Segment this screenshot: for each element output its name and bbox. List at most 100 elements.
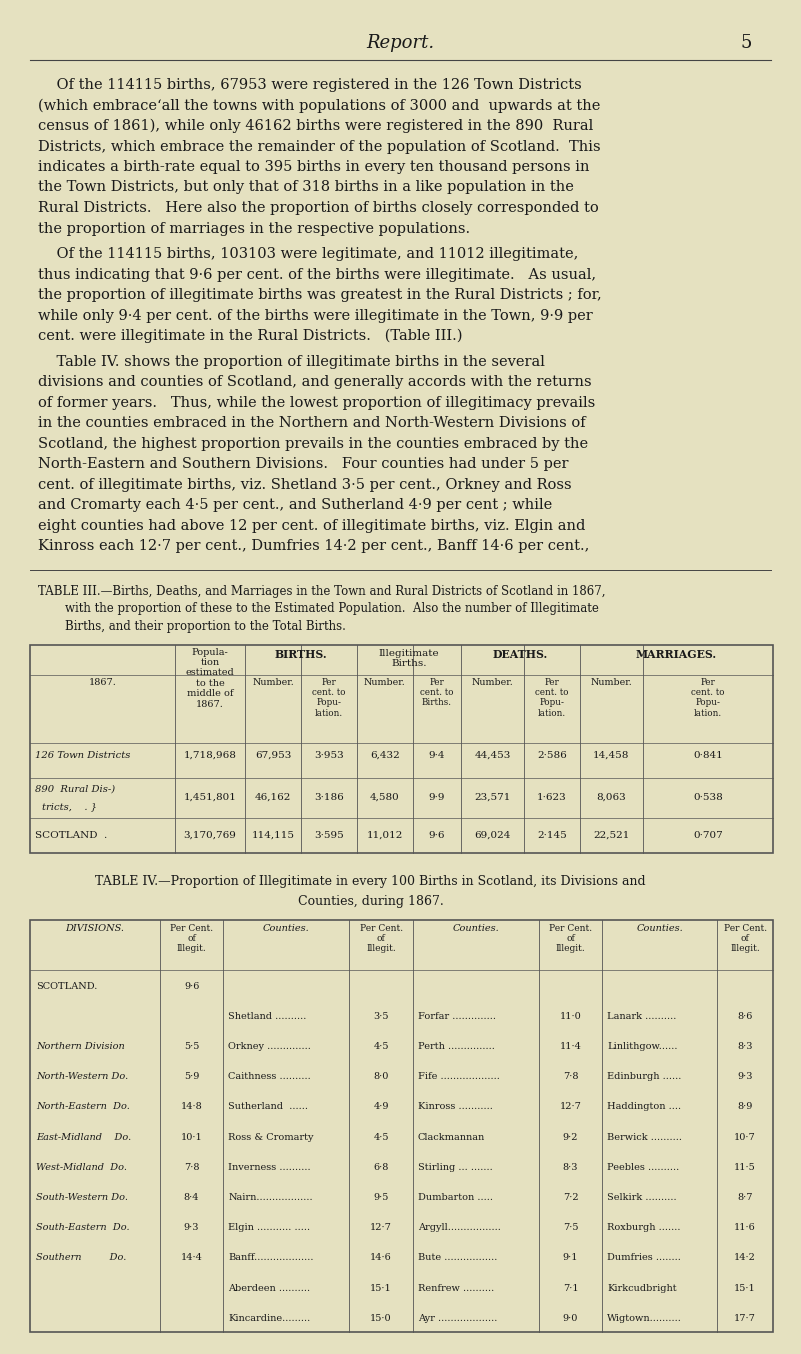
Text: Rural Districts.   Here also the proportion of births closely corresponded to: Rural Districts. Here also the proportio…: [38, 200, 599, 215]
Text: West-Midland  Do.: West-Midland Do.: [36, 1163, 127, 1171]
Text: Dumbarton .....: Dumbarton .....: [417, 1193, 493, 1202]
Text: 14·4: 14·4: [181, 1254, 203, 1262]
Text: 2·145: 2·145: [537, 830, 567, 839]
Text: SCOTLAND  .: SCOTLAND .: [35, 830, 107, 839]
Text: 8·3: 8·3: [563, 1163, 578, 1171]
Text: Wigtown..........: Wigtown..........: [607, 1313, 682, 1323]
Text: Per
cent. to
Births.: Per cent. to Births.: [420, 677, 453, 707]
Text: Kinross each 12·7 per cent., Dumfries 14·2 per cent., Banff 14·6 per cent.,: Kinross each 12·7 per cent., Dumfries 14…: [38, 539, 590, 552]
Text: 9·1: 9·1: [563, 1254, 578, 1262]
Text: Fife ...................: Fife ...................: [417, 1072, 500, 1082]
Text: 69,024: 69,024: [474, 830, 511, 839]
Text: Counties.: Counties.: [453, 923, 499, 933]
Text: Districts, which embrace the remainder of the population of Scotland.  This: Districts, which embrace the remainder o…: [38, 139, 601, 153]
Text: 9·3: 9·3: [184, 1223, 199, 1232]
Text: 12·7: 12·7: [560, 1102, 582, 1112]
Text: Forfar ..............: Forfar ..............: [417, 1011, 496, 1021]
Text: Kinross ...........: Kinross ...........: [417, 1102, 493, 1112]
Text: 0·538: 0·538: [693, 793, 723, 802]
Text: 14,458: 14,458: [594, 750, 630, 760]
Text: Caithness ..........: Caithness ..........: [228, 1072, 311, 1082]
Text: Per
cent. to
Popu-
lation.: Per cent. to Popu- lation.: [312, 677, 346, 718]
Text: Number.: Number.: [252, 677, 294, 686]
Text: Banff...................: Banff...................: [228, 1254, 314, 1262]
Text: Scotland, the highest proportion prevails in the counties embraced by the: Scotland, the highest proportion prevail…: [38, 436, 588, 451]
Text: 3,170,769: 3,170,769: [183, 830, 236, 839]
Text: 7·8: 7·8: [563, 1072, 578, 1082]
Text: 8·3: 8·3: [738, 1043, 753, 1051]
Text: 9·6: 9·6: [184, 982, 199, 991]
Text: Roxburgh .......: Roxburgh .......: [607, 1223, 681, 1232]
Text: 0·707: 0·707: [693, 830, 723, 839]
Text: Southern         Do.: Southern Do.: [36, 1254, 127, 1262]
Text: 10·1: 10·1: [181, 1133, 203, 1141]
Text: DIVISIONS.: DIVISIONS.: [66, 923, 124, 933]
Text: 22,521: 22,521: [594, 830, 630, 839]
Text: 1,718,968: 1,718,968: [183, 750, 236, 760]
Text: Births, and their proportion to the Total Births.: Births, and their proportion to the Tota…: [65, 620, 346, 632]
Text: Kincardine.........: Kincardine.........: [228, 1313, 311, 1323]
Text: South-Western Do.: South-Western Do.: [36, 1193, 128, 1202]
Text: 10·7: 10·7: [735, 1133, 756, 1141]
Text: Of the 114115 births, 67953 were registered in the 126 Town Districts: Of the 114115 births, 67953 were registe…: [38, 79, 582, 92]
Text: Perth ...............: Perth ...............: [417, 1043, 494, 1051]
Bar: [30, 919, 773, 1332]
Text: North-Eastern and Southern Divisions.   Four counties had under 5 per: North-Eastern and Southern Divisions. Fo…: [38, 458, 569, 471]
Text: Haddington ....: Haddington ....: [607, 1102, 681, 1112]
Text: 8·4: 8·4: [184, 1193, 199, 1202]
Text: 5: 5: [740, 34, 751, 51]
Text: Clackmannan: Clackmannan: [417, 1133, 485, 1141]
Text: cent. of illegitimate births, viz. Shetland 3·5 per cent., Orkney and Ross: cent. of illegitimate births, viz. Shetl…: [38, 478, 572, 492]
Text: Argyll.................: Argyll.................: [417, 1223, 501, 1232]
Text: 15·0: 15·0: [370, 1313, 392, 1323]
Text: 23,571: 23,571: [474, 793, 511, 802]
Text: and Cromarty each 4·5 per cent., and Sutherland 4·9 per cent ; while: and Cromarty each 4·5 per cent., and Sut…: [38, 498, 552, 512]
Text: 9·2: 9·2: [563, 1133, 578, 1141]
Text: Aberdeen ..........: Aberdeen ..........: [228, 1284, 310, 1293]
Text: 4·9: 4·9: [373, 1102, 388, 1112]
Text: 7·1: 7·1: [563, 1284, 578, 1293]
Text: 8·9: 8·9: [738, 1102, 753, 1112]
Text: North-Eastern  Do.: North-Eastern Do.: [36, 1102, 130, 1112]
Text: Linlithgow......: Linlithgow......: [607, 1043, 678, 1051]
Text: 11·5: 11·5: [735, 1163, 756, 1171]
Text: 4,580: 4,580: [370, 793, 400, 802]
Text: 4·5: 4·5: [373, 1043, 388, 1051]
Text: 3·953: 3·953: [314, 750, 344, 760]
Text: Number.: Number.: [590, 677, 632, 686]
Text: 15·1: 15·1: [735, 1284, 756, 1293]
Text: while only 9·4 per cent. of the births were illegitimate in the Town, 9·9 per: while only 9·4 per cent. of the births w…: [38, 309, 593, 322]
Text: Sutherland  ......: Sutherland ......: [228, 1102, 308, 1112]
Text: Inverness ..........: Inverness ..........: [228, 1163, 311, 1171]
Text: 1,451,801: 1,451,801: [183, 793, 236, 802]
Text: North-Western Do.: North-Western Do.: [36, 1072, 128, 1082]
Text: of former years.   Thus, while the lowest proportion of illegitimacy prevails: of former years. Thus, while the lowest …: [38, 395, 595, 409]
Text: Lanark ..........: Lanark ..........: [607, 1011, 677, 1021]
Text: Per Cent.
of
Illegit.: Per Cent. of Illegit.: [360, 923, 403, 953]
Text: Popula-
tion
estimated
to the
middle of
1867.: Popula- tion estimated to the middle of …: [186, 647, 235, 708]
Text: 8·6: 8·6: [738, 1011, 753, 1021]
Text: cent. were illegitimate in the Rural Districts.   (Table III.): cent. were illegitimate in the Rural Dis…: [38, 329, 462, 344]
Text: 9·5: 9·5: [373, 1193, 388, 1202]
Text: 14·8: 14·8: [181, 1102, 203, 1112]
Text: Edinburgh ......: Edinburgh ......: [607, 1072, 682, 1082]
Text: Table IV. shows the proportion of illegitimate births in the several: Table IV. shows the proportion of illegi…: [38, 355, 545, 368]
Text: Illegitimate
Births.: Illegitimate Births.: [379, 649, 439, 668]
Text: Counties.: Counties.: [636, 923, 683, 933]
Text: Northern Division: Northern Division: [36, 1043, 125, 1051]
Text: Per
cent. to
Popu-
lation.: Per cent. to Popu- lation.: [691, 677, 725, 718]
Text: 9·4: 9·4: [429, 750, 445, 760]
Text: Kirkcudbright: Kirkcudbright: [607, 1284, 677, 1293]
Text: Counties.: Counties.: [263, 923, 310, 933]
Text: 46,162: 46,162: [256, 793, 292, 802]
Text: 1867.: 1867.: [88, 677, 116, 686]
Text: the proportion of illegitimate births was greatest in the Rural Districts ; for,: the proportion of illegitimate births wa…: [38, 288, 602, 302]
Text: Selkirk ..........: Selkirk ..........: [607, 1193, 677, 1202]
Text: Per
cent. to
Popu-
lation.: Per cent. to Popu- lation.: [535, 677, 569, 718]
Text: Elgin ........... .....: Elgin ........... .....: [228, 1223, 310, 1232]
Text: Ross & Cromarty: Ross & Cromarty: [228, 1133, 314, 1141]
Text: 8·0: 8·0: [373, 1072, 388, 1082]
Text: 44,453: 44,453: [474, 750, 511, 760]
Text: Of the 114115 births, 103103 were legitimate, and 11012 illegitimate,: Of the 114115 births, 103103 were legiti…: [38, 246, 578, 261]
Text: MARRIAGES.: MARRIAGES.: [636, 649, 717, 659]
